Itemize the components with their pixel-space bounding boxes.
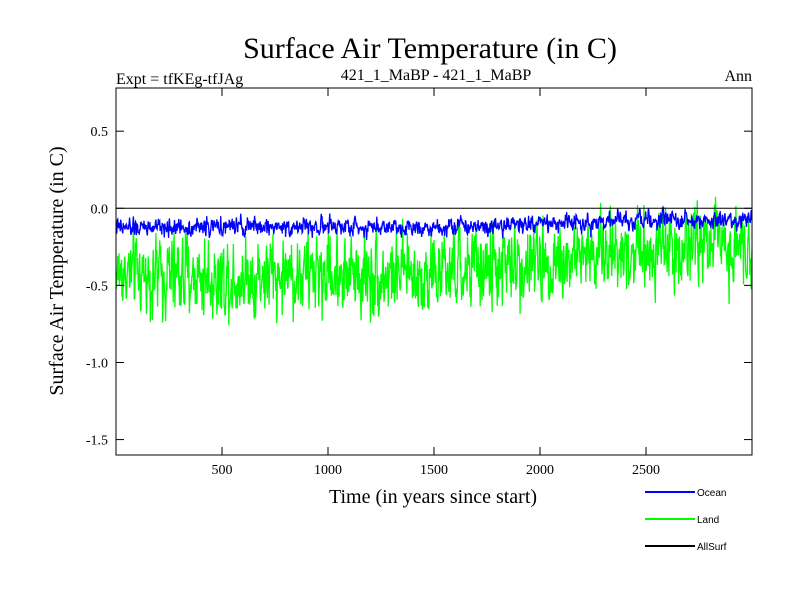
- x-tick-label: 2500: [632, 463, 660, 478]
- season-label: Ann: [724, 68, 752, 85]
- x-axis-label: Time (in years since start): [329, 486, 537, 508]
- series-line-ocean: [115, 205, 753, 241]
- x-tick-label: 2000: [526, 463, 554, 478]
- y-tick-label: 0.0: [91, 202, 109, 217]
- legend-label-ocean: Ocean: [697, 488, 726, 499]
- x-tick-label: 1500: [420, 463, 448, 478]
- series-line-land: [115, 196, 753, 326]
- y-axis-label: Surface Air Temperature (in C): [46, 146, 68, 395]
- plot-area: [115, 196, 753, 326]
- y-axis: 0.5 0.0 -0.5 -1.0 -1.5: [86, 125, 752, 449]
- x-axis: 500 1000 1500 2000 2500: [212, 88, 660, 478]
- y-tick-label: -1.0: [86, 356, 108, 371]
- y-tick-label: 0.5: [91, 125, 109, 140]
- experiment-label: Expt = tfKEg-tfJAg: [116, 71, 243, 88]
- comparison-label: 421_1_MaBP - 421_1_MaBP: [341, 67, 532, 84]
- legend-label-land: Land: [697, 515, 719, 526]
- legend-label-allsurf: AllSurf: [697, 542, 727, 553]
- y-tick-label: -1.5: [86, 434, 108, 449]
- x-tick-label: 1000: [314, 463, 342, 478]
- y-tick-label: -0.5: [86, 279, 108, 294]
- legend: Ocean Land AllSurf: [645, 488, 727, 553]
- chart-title: Surface Air Temperature (in C): [243, 32, 617, 65]
- x-tick-label: 500: [212, 463, 233, 478]
